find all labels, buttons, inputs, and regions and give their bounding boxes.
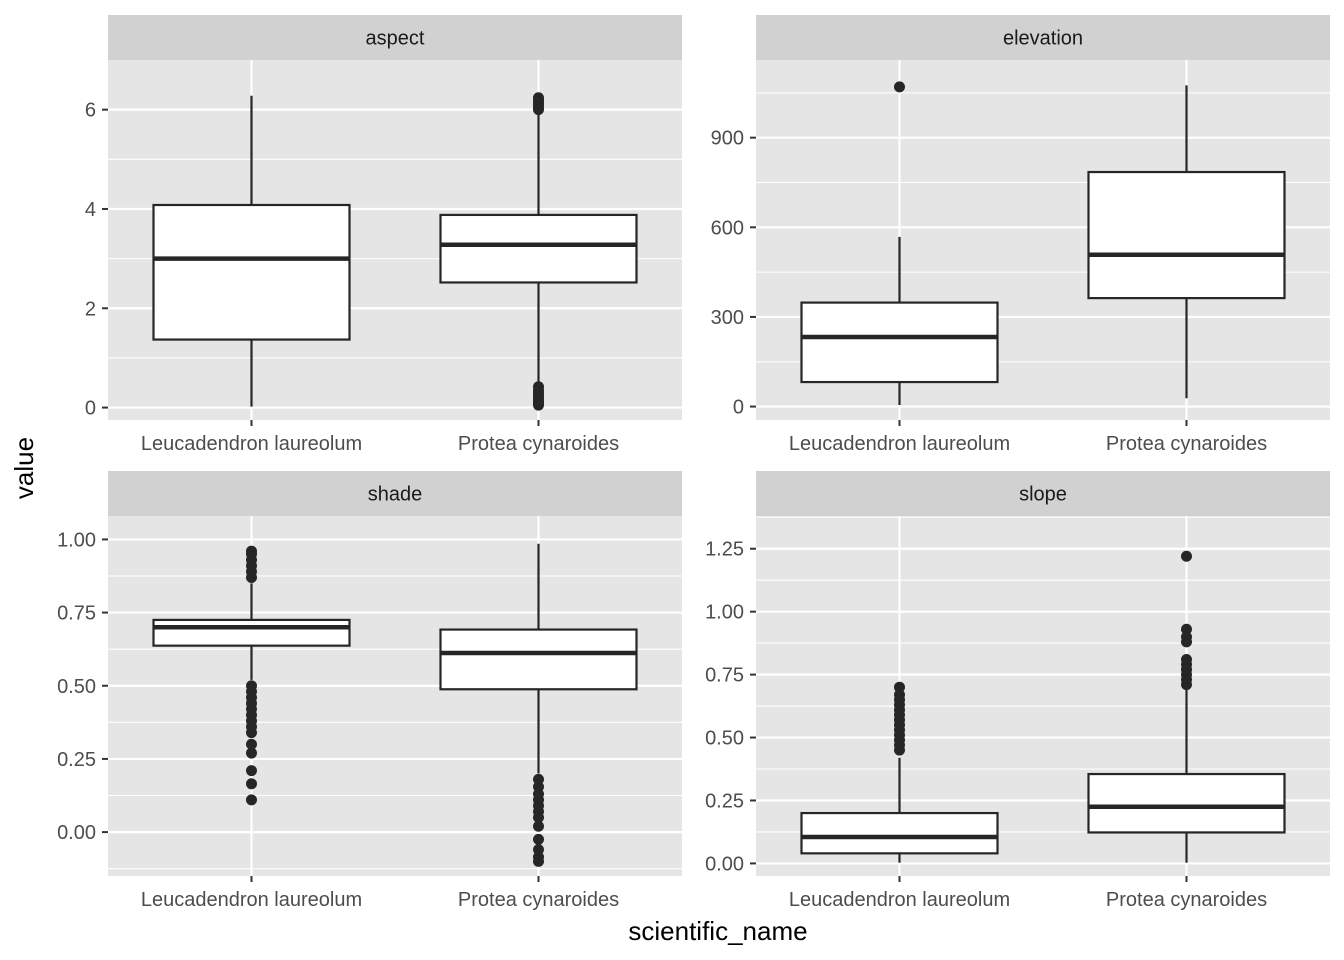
y-tick-label: 0.00 <box>57 822 96 844</box>
y-tick-label: 0.50 <box>57 676 96 698</box>
box-protea-cynaroides <box>1087 85 1286 399</box>
y-tick-label: 0.50 <box>705 728 744 750</box>
x-tick-label: Protea cynaroides <box>458 889 619 911</box>
outlier-point <box>533 844 544 856</box>
facet-title: shade <box>368 484 423 506</box>
y-tick-label: 2 <box>85 298 96 320</box>
x-tick-label: Leucadendron laureolum <box>141 889 362 911</box>
x-axis-title: scientific_name <box>628 916 807 946</box>
outlier-point <box>246 545 257 557</box>
y-tick-label: 0 <box>733 397 744 419</box>
facet-strip <box>108 15 682 60</box>
box-protea-cynaroides <box>439 543 638 867</box>
facet-slope: 0.00 0.25 0.50 0.75 1.00 1.25 Leucadendron lau… <box>705 471 1330 911</box>
x-tick-label: Protea cynaroides <box>1106 433 1267 455</box>
y-tick-label: 0 <box>85 398 96 420</box>
y-tick-label: 1.25 <box>705 539 744 561</box>
outlier-point <box>246 738 257 750</box>
y-tick-label: 900 <box>711 128 744 150</box>
iqr-box <box>152 618 351 647</box>
facet-aspect: 0 2 4 6 Leucadendron laureolum Protea cynaroi… <box>85 15 682 455</box>
y-tick-label: 6 <box>85 100 96 122</box>
outlier-point <box>894 81 905 93</box>
facet-title: aspect <box>366 28 425 50</box>
box-protea-cynaroides <box>439 92 638 411</box>
iqr-box <box>800 811 999 855</box>
x-tick-label: Leucadendron laureolum <box>789 889 1010 911</box>
iqr-box <box>439 213 638 284</box>
box-leucadendron-laureolum <box>800 681 999 863</box>
facet-shade: 0.00 0.25 0.50 0.75 1.00 Leucadendron laureol… <box>57 471 682 911</box>
facet-title: slope <box>1019 484 1067 506</box>
outlier-point <box>533 92 544 104</box>
x-tick-label: Leucadendron laureolum <box>141 433 362 455</box>
y-tick-label: 0.25 <box>57 749 96 771</box>
outlier-point <box>533 833 544 845</box>
y-tick-label: 300 <box>711 307 744 329</box>
x-tick-label: Leucadendron laureolum <box>789 433 1010 455</box>
iqr-box <box>800 301 999 384</box>
y-tick-label: 0.00 <box>705 853 744 875</box>
outlier-point <box>533 820 544 832</box>
iqr-box <box>439 628 638 691</box>
iqr-box <box>152 203 351 341</box>
outlier-point <box>246 680 257 692</box>
y-tick-label: 0.75 <box>705 665 744 687</box>
outlier-point <box>1181 623 1192 635</box>
box-leucadendron-laureolum <box>152 95 351 407</box>
x-tick-label: Protea cynaroides <box>1106 889 1267 911</box>
facet-elevation: 0 300 600 900 Leucadendron laureolum Protea c… <box>711 15 1330 455</box>
outlier-point <box>533 381 544 393</box>
y-tick-label: 0.75 <box>57 603 96 625</box>
box-protea-cynaroides <box>1087 550 1286 863</box>
outlier-point <box>246 794 257 806</box>
outlier-point <box>894 681 905 693</box>
y-tick-label: 600 <box>711 217 744 239</box>
outlier-point <box>246 747 257 759</box>
outlier-point <box>246 765 257 777</box>
iqr-box <box>1087 772 1286 834</box>
y-axis-title: value <box>9 437 39 499</box>
box-leucadendron-laureolum <box>152 545 351 806</box>
facet-title: elevation <box>1003 28 1083 50</box>
iqr-box <box>1087 170 1286 300</box>
outlier-point <box>1181 653 1192 665</box>
facet-strip <box>108 471 682 516</box>
outlier-point <box>246 778 257 790</box>
facet-strip <box>756 15 1330 60</box>
y-tick-label: 4 <box>85 199 96 221</box>
outlier-point <box>894 689 905 701</box>
facet-strip <box>756 471 1330 516</box>
outlier-point <box>1181 550 1192 562</box>
outlier-point <box>533 773 544 785</box>
box-leucadendron-laureolum <box>800 81 999 406</box>
y-tick-label: 1.00 <box>57 529 96 551</box>
y-tick-label: 1.00 <box>705 602 744 624</box>
panel-background <box>108 516 682 876</box>
x-tick-label: Protea cynaroides <box>458 433 619 455</box>
y-tick-label: 0.25 <box>705 790 744 812</box>
outlier-point <box>1181 631 1192 643</box>
